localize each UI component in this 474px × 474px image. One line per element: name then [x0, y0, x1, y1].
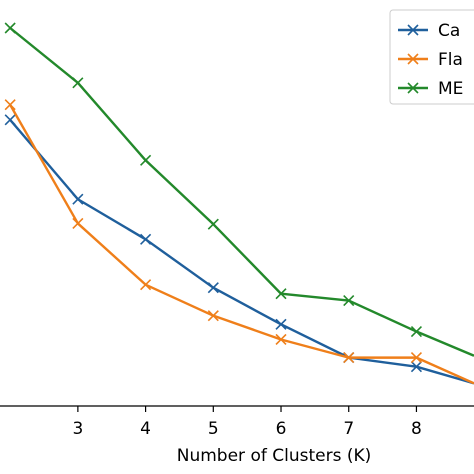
x-tick-label-2: 5 [208, 419, 219, 439]
x-tick-label-4: 7 [343, 419, 354, 439]
data-point-0-3 [207, 282, 219, 294]
data-point-2-6 [410, 325, 423, 338]
data-point-1-0 [4, 99, 16, 111]
data-point-2-1 [72, 77, 84, 89]
legend-item-1: Fla [398, 50, 463, 70]
plot-area [4, 22, 474, 385]
data-point-2-5 [343, 294, 355, 307]
data-point-1-1 [72, 217, 84, 229]
series-line-1 [9, 104, 474, 385]
data-point-0-0 [4, 114, 16, 126]
data-point-1-2 [140, 279, 152, 291]
series-line-2 [9, 27, 474, 357]
data-point-0-4 [275, 318, 287, 330]
series-line-0 [9, 119, 474, 385]
data-point-1-3 [207, 310, 219, 322]
legend-item-2: ME [398, 79, 463, 99]
x-tick-label-1: 4 [140, 419, 151, 439]
data-point-2-2 [140, 154, 152, 166]
data-point-0-1 [72, 193, 84, 205]
data-point-1-6 [410, 352, 423, 364]
legend-label-0: Ca [438, 21, 460, 41]
data-point-0-6 [410, 361, 423, 373]
legend-label-1: Fla [438, 50, 463, 70]
x-tick-label-0: 3 [72, 419, 83, 439]
x-tick-label-5: 8 [411, 419, 422, 439]
data-point-1-5 [343, 352, 355, 364]
x-ticks: 3 4 5 6 7 8 [72, 406, 422, 439]
legend-box [389, 9, 474, 105]
legend-item-0: Ca [398, 21, 460, 41]
x-axis-label: Number of Clusters (K) [177, 446, 372, 466]
data-point-2-3 [207, 218, 219, 230]
legend-label-2: ME [438, 79, 463, 99]
data-point-2-0 [4, 22, 16, 34]
data-point-1-4 [275, 333, 287, 346]
data-point-0-2 [140, 233, 152, 245]
data-point-2-4 [275, 288, 287, 300]
legend: Ca Fla ME [389, 9, 474, 105]
x-tick-label-3: 6 [276, 419, 287, 439]
